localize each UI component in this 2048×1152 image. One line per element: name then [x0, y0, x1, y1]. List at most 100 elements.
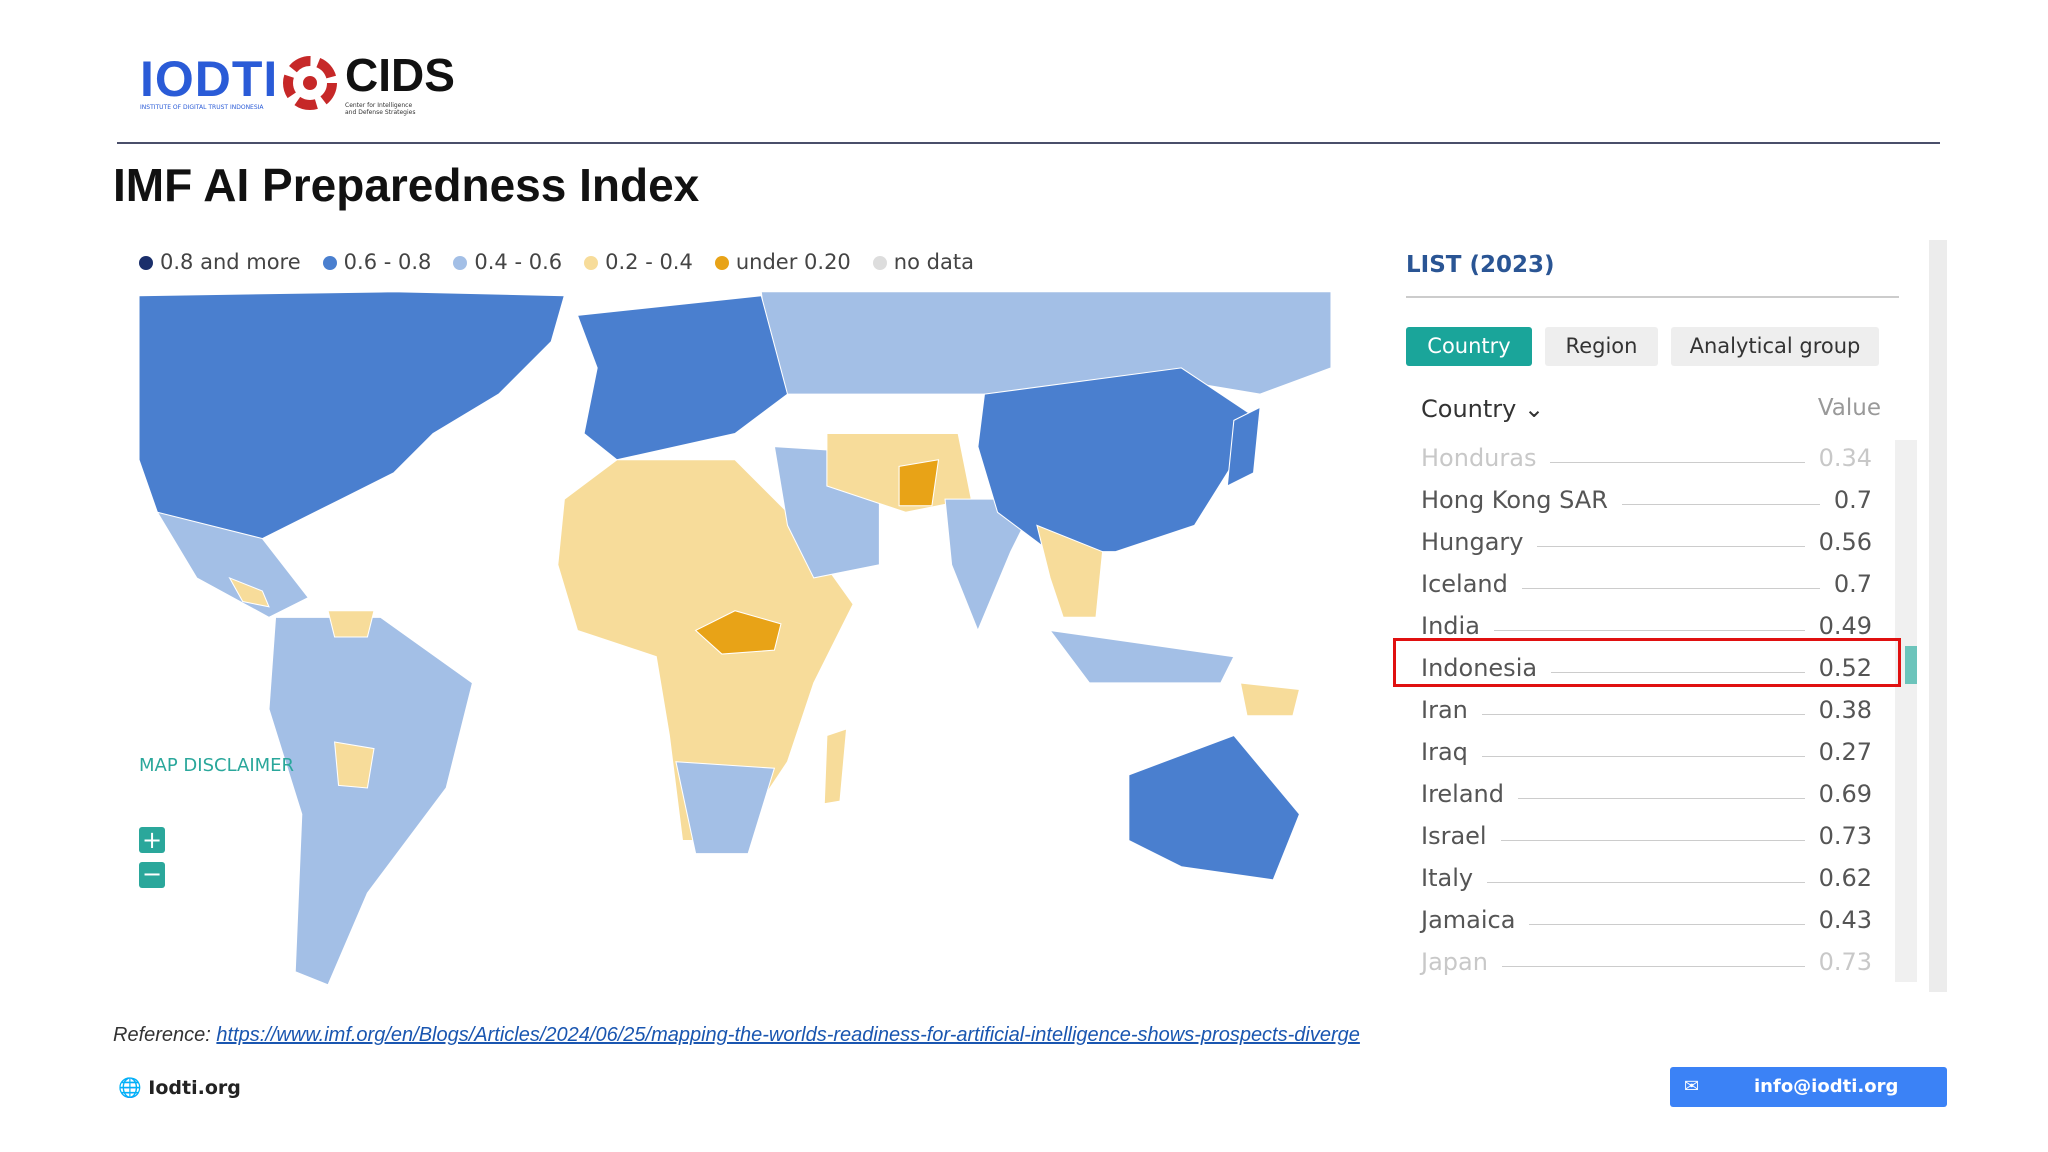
- country-value: 0.43: [1818, 906, 1872, 934]
- leader-line: [1621, 503, 1820, 505]
- highlight-box: [1393, 638, 1901, 687]
- column-country[interactable]: Country: [1421, 395, 1517, 423]
- legend-label: no data: [893, 250, 974, 274]
- country-name: Iran: [1421, 696, 1468, 724]
- list-row[interactable]: Indonesia 0.52: [1421, 647, 1872, 689]
- map-disclaimer[interactable]: MAP DISCLAIMER: [139, 755, 295, 776]
- tab[interactable]: Country: [1406, 327, 1532, 366]
- list-row[interactable]: India 0.49: [1421, 605, 1872, 647]
- list-row[interactable]: Israel 0.73: [1421, 815, 1872, 857]
- legend-swatch: [453, 256, 468, 270]
- scrollbar-thumb[interactable]: [1905, 646, 1917, 684]
- legend-item: 0.8 and more: [139, 250, 301, 274]
- country-value: 0.34: [1818, 444, 1872, 472]
- country-value: 0.52: [1818, 654, 1872, 682]
- country-name: Hong Kong SAR: [1421, 486, 1608, 514]
- leader-line: [1551, 671, 1805, 673]
- country-name: Japan: [1421, 948, 1488, 976]
- leader-line: [1493, 629, 1805, 631]
- legend-label: under 0.20: [735, 250, 851, 274]
- country-value: 0.49: [1818, 612, 1872, 640]
- logo-text: CIDS: [345, 49, 455, 101]
- website-text[interactable]: Iodti.org: [148, 1077, 241, 1099]
- leader-line: [1500, 839, 1805, 841]
- list-title: LIST (2023): [1406, 252, 1555, 278]
- list-row[interactable]: Iraq 0.27: [1421, 731, 1872, 773]
- list-row[interactable]: Iceland 0.7: [1421, 563, 1872, 605]
- legend-item: under 0.20: [714, 250, 851, 274]
- country-name: India: [1421, 612, 1480, 640]
- list-row[interactable]: Italy 0.62: [1421, 857, 1872, 899]
- cids-icon: [283, 56, 337, 110]
- country-name: Hungary: [1421, 528, 1524, 556]
- legend-swatch: [872, 256, 887, 270]
- column-value[interactable]: Value: [1817, 395, 1881, 421]
- legend-label: 0.2 - 0.4: [605, 250, 693, 274]
- country-value: 0.7: [1833, 486, 1872, 514]
- logo-subtext: Center for Intelligence and Defense Stra…: [345, 102, 416, 116]
- leader-line: [1501, 965, 1805, 967]
- logo-subtext: INSTITUTE OF DIGITAL TRUST INDONESIA: [140, 104, 264, 111]
- list-row[interactable]: Ireland 0.69: [1421, 773, 1872, 815]
- email-text[interactable]: info@iodti.org: [1754, 1076, 1899, 1097]
- logo-cids: CIDS Center for Intelligence and Defense…: [345, 48, 455, 116]
- country-value: 0.56: [1818, 528, 1872, 556]
- leader-line: [1518, 797, 1805, 799]
- tab[interactable]: Region: [1545, 327, 1658, 366]
- slide-title: IMF AI Preparedness Index: [113, 159, 700, 211]
- leader-line: [1481, 755, 1805, 757]
- header-rule: [117, 142, 1940, 144]
- tab[interactable]: Analytical group: [1671, 327, 1879, 366]
- legend-label: 0.8 and more: [160, 250, 301, 274]
- country-name: Indonesia: [1421, 654, 1538, 682]
- list-row[interactable]: Japan 0.73: [1421, 941, 1872, 983]
- map-legend: 0.8 and more 0.6 - 0.8 0.4 - 0.6 0.2 - 0.4 u…: [139, 250, 974, 274]
- legend-label: 0.4 - 0.6: [474, 250, 563, 274]
- scrollbar-track: [1895, 440, 1917, 982]
- legend-item: 0.2 - 0.4: [584, 250, 693, 274]
- list-row[interactable]: Hong Kong SAR 0.7: [1421, 479, 1872, 521]
- country-name: Jamaica: [1421, 906, 1516, 934]
- list-row[interactable]: Iran 0.38: [1421, 689, 1872, 731]
- country-value: 0.27: [1818, 738, 1872, 766]
- country-value: 0.7: [1833, 570, 1872, 598]
- country-name: Iceland: [1421, 570, 1508, 598]
- legend-item: 0.4 - 0.6: [453, 250, 562, 274]
- logo-iodti: IODTI INSTITUTE OF DIGITAL TRUST INDONES…: [140, 50, 278, 111]
- reference-label: Reference:: [113, 1024, 211, 1046]
- logo-text: IODTI: [140, 51, 279, 107]
- leader-line: [1529, 923, 1805, 925]
- list-row[interactable]: Hungary 0.56: [1421, 521, 1872, 563]
- legend-item: no data: [872, 250, 974, 274]
- world-map: [139, 291, 1331, 985]
- country-name: Iraq: [1421, 738, 1468, 766]
- leader-line: [1550, 461, 1805, 463]
- country-name: Italy: [1421, 864, 1474, 892]
- country-name: Ireland: [1421, 780, 1505, 808]
- country-value: 0.73: [1818, 822, 1872, 850]
- leader-line: [1521, 587, 1820, 589]
- country-value: 0.69: [1818, 780, 1872, 808]
- website[interactable]: 🌐 Iodti.org: [118, 1077, 241, 1099]
- legend-item: 0.6 - 0.8: [322, 250, 432, 274]
- leader-line: [1481, 713, 1805, 715]
- reference: Reference: https://www.imf.org/en/Blogs/…: [113, 1024, 1360, 1047]
- list-row[interactable]: Jamaica 0.43: [1421, 899, 1872, 941]
- country-name: Israel: [1421, 822, 1487, 850]
- legend-swatch: [322, 256, 337, 270]
- reference-link[interactable]: https://www.imf.org/en/Blogs/Articles/20…: [216, 1024, 1360, 1046]
- list-row[interactable]: Honduras 0.34: [1421, 437, 1872, 479]
- legend-label: 0.6 - 0.8: [343, 250, 432, 274]
- country-value: 0.38: [1818, 696, 1872, 724]
- column-header[interactable]: Country ⌄: [1421, 395, 1545, 423]
- email-button[interactable]: ✉ info@iodti.org: [1670, 1067, 1947, 1107]
- list-rule: [1406, 296, 1899, 298]
- zoom-out[interactable]: −: [139, 862, 165, 888]
- country-value: 0.73: [1818, 948, 1872, 976]
- legend-swatch: [714, 256, 729, 270]
- country-value: 0.62: [1818, 864, 1872, 892]
- zoom-in[interactable]: +: [139, 827, 165, 853]
- country-name: Honduras: [1421, 444, 1537, 472]
- legend-swatch: [584, 256, 599, 270]
